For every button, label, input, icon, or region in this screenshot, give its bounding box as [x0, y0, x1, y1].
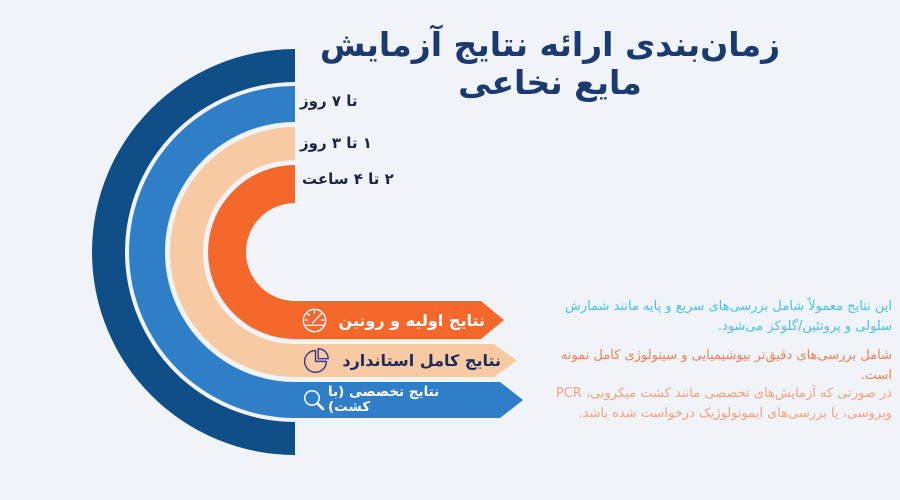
banner-routine-results: نتایج اولیه و روتین: [295, 301, 485, 339]
time-label-1-3-days: ۱ تا ۳ روز: [300, 134, 372, 152]
banner-label-standard: نتایج کامل استاندارد: [342, 351, 501, 370]
banner-specialized-results: نتایج تخصصی (با کشت): [295, 382, 507, 418]
ring-outer-decorative: [92, 49, 295, 455]
description-specialized: در صورتی که آزمایش‌های تخصصی مانند کشت م…: [555, 386, 892, 422]
description-standard: شامل بررسی‌های دقیق‌تر بیوشیمیایی و سیتو…: [560, 348, 892, 384]
banner-label-specialized: نتایج تخصصی (با کشت): [328, 384, 440, 415]
ring-routine: [208, 165, 504, 339]
time-label-7-days: تا ۷ روز: [300, 92, 358, 110]
page-title: زمان‌بندی ارائه نتایج آزمایش مایع نخاعی: [319, 25, 781, 102]
banner-label-routine: نتایج اولیه و روتین: [338, 310, 485, 330]
ring-standard: [170, 127, 517, 377]
gauge-icon: [299, 305, 330, 336]
ring-specialized: [129, 86, 523, 418]
description-routine: این نتایج معمولاً شامل بررسی‌های سریع و …: [564, 299, 892, 335]
magnifier-icon: [301, 387, 328, 414]
pie-chart-icon: [301, 346, 330, 375]
banner-standard-results: نتایج کامل استاندارد: [295, 344, 501, 377]
time-label-2-4-hours: ۲ تا ۴ ساعت: [302, 170, 394, 188]
